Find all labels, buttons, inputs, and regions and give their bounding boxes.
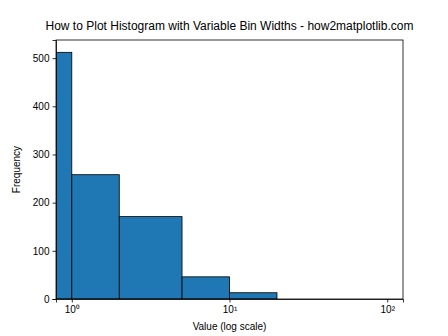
histogram-bar [119, 217, 182, 299]
x-tick: 10⁰ [65, 299, 80, 315]
chart-title: How to Plot Histogram with Variable Bin … [46, 19, 414, 33]
x-tick-mark [230, 299, 231, 303]
y-tick-label: 500 [33, 53, 50, 64]
y-tick-mark [53, 106, 57, 107]
y-axis: 0 100 200 300 400 500 [33, 41, 57, 305]
x-tick-label: 10² [380, 304, 395, 315]
plot-frame [56, 40, 403, 299]
x-tick-label: 10⁰ [65, 304, 80, 315]
y-tick-mark [53, 251, 57, 252]
chart: 10⁰ 10¹ 10² 0 100 200 300 400 500 How to Plot His… [0, 0, 448, 336]
x-tick-mark [387, 299, 388, 303]
y-tick-label: 200 [33, 197, 50, 208]
y-axis-line [53, 41, 57, 300]
histogram-bar [72, 175, 119, 299]
y-tick-label: 0 [44, 294, 50, 305]
y-tick-label: 400 [33, 101, 50, 112]
y-tick: 100 [33, 246, 56, 257]
x-axis-title: Value (log scale) [193, 321, 267, 332]
x-axis: 10⁰ 10¹ 10² [57, 299, 404, 315]
histogram-bar [56, 52, 72, 299]
x-tick: 10¹ [223, 299, 238, 315]
y-tick: 200 [33, 197, 56, 208]
x-axis-line [57, 300, 404, 303]
plot-area: 10⁰ 10¹ 10² 0 100 200 300 400 500 [33, 40, 404, 315]
x-tick: 10² [380, 299, 395, 315]
histogram-bar [182, 277, 229, 299]
histogram-bar [230, 293, 277, 299]
y-tick: 300 [33, 149, 56, 160]
y-tick: 0 [44, 294, 56, 305]
y-tick-mark [53, 154, 57, 155]
x-tick-mark [72, 299, 73, 303]
y-tick-mark [53, 299, 57, 300]
x-tick-label: 10¹ [223, 304, 238, 315]
y-tick-mark [53, 58, 57, 59]
y-tick: 400 [33, 101, 56, 112]
y-tick-mark [53, 203, 57, 204]
bars [56, 52, 277, 299]
y-tick-label: 300 [33, 149, 50, 160]
y-tick-label: 100 [33, 246, 50, 257]
y-axis-title: Frequency [11, 146, 22, 193]
y-tick: 500 [33, 53, 56, 64]
